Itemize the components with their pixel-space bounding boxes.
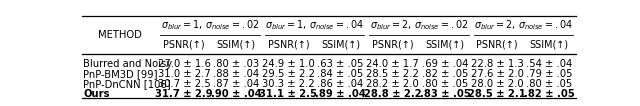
Text: 28.0 ± 2.0: 28.0 ± 2.0 [471,79,524,89]
Text: PnP-DnCNN [106]: PnP-DnCNN [106] [83,79,171,89]
Text: .90 ± .04: .90 ± .04 [211,89,262,99]
Text: 24.9 ± 1.0: 24.9 ± 1.0 [262,59,315,69]
Text: 31.7 ± 2.9: 31.7 ± 2.9 [155,89,212,99]
Text: $\sigma_{blur}=1,\,\sigma_{noise}=.04$: $\sigma_{blur}=1,\,\sigma_{noise}=.04$ [265,18,364,32]
Text: .89 ± .04: .89 ± .04 [315,89,366,99]
Text: .82 ± .05: .82 ± .05 [524,89,575,99]
Text: $\sigma_{blur}=2,\,\sigma_{noise}=.02$: $\sigma_{blur}=2,\,\sigma_{noise}=.02$ [370,18,468,32]
Text: PSNR(↑): PSNR(↑) [163,40,205,50]
Text: Blurred and Noisy: Blurred and Noisy [83,59,173,69]
Text: 24.0 ± 1.7: 24.0 ± 1.7 [367,59,419,69]
Text: .54 ± .04: .54 ± .04 [526,59,573,69]
Text: .82 ± .05: .82 ± .05 [422,69,468,79]
Text: 28.8 ± 2.2: 28.8 ± 2.2 [364,89,422,99]
Text: 28.5 ± 2.1: 28.5 ± 2.1 [468,89,526,99]
Text: .86 ± .04: .86 ± .04 [317,79,364,89]
Text: .87 ± .04: .87 ± .04 [213,79,259,89]
Text: 29.5 ± 2.2: 29.5 ± 2.2 [262,69,315,79]
Text: .80 ± .05: .80 ± .05 [422,79,468,89]
Text: SSIM(↑): SSIM(↑) [216,40,256,50]
Text: PSNR(↑): PSNR(↑) [268,40,309,50]
Text: PSNR(↑): PSNR(↑) [476,40,518,50]
Text: 30.3 ± 2.2: 30.3 ± 2.2 [262,79,315,89]
Text: Ours: Ours [83,89,110,99]
Text: PnP-BM3D [99]: PnP-BM3D [99] [83,69,158,79]
Text: .80 ± .03: .80 ± .03 [213,59,259,69]
Text: 31.1 ± 2.5: 31.1 ± 2.5 [259,89,317,99]
Text: .80 ± .05: .80 ± .05 [526,79,573,89]
Text: SSIM(↑): SSIM(↑) [530,40,569,50]
Text: PSNR(↑): PSNR(↑) [372,40,413,50]
Text: 28.5 ± 2.2: 28.5 ± 2.2 [366,69,419,79]
Text: 27.0 ± 1.6: 27.0 ± 1.6 [157,59,211,69]
Text: METHOD: METHOD [98,30,142,40]
Text: .88 ± .04: .88 ± .04 [213,69,259,79]
Text: $\sigma_{blur}=2,\,\sigma_{noise}=.04$: $\sigma_{blur}=2,\,\sigma_{noise}=.04$ [474,18,573,32]
Text: SSIM(↑): SSIM(↑) [426,40,465,50]
Text: 22.8 ± 1.3: 22.8 ± 1.3 [471,59,524,69]
Text: .69 ± .04: .69 ± .04 [422,59,468,69]
Text: $\sigma_{blur}=1,\,\sigma_{noise}=.02$: $\sigma_{blur}=1,\,\sigma_{noise}=.02$ [161,18,259,32]
Text: 28.2 ± 2.0: 28.2 ± 2.0 [367,79,419,89]
Text: 30.7 ± 2.5: 30.7 ± 2.5 [157,79,211,89]
Text: .63 ± .05: .63 ± .05 [317,59,364,69]
Text: SSIM(↑): SSIM(↑) [321,40,360,50]
Text: 27.6 ± 2.0: 27.6 ± 2.0 [471,69,524,79]
Text: .84 ± .05: .84 ± .05 [317,69,364,79]
Text: .79 ± .05: .79 ± .05 [526,69,573,79]
Text: 31.0 ± 2.7: 31.0 ± 2.7 [157,69,211,79]
Text: .83 ± .05: .83 ± .05 [420,89,470,99]
